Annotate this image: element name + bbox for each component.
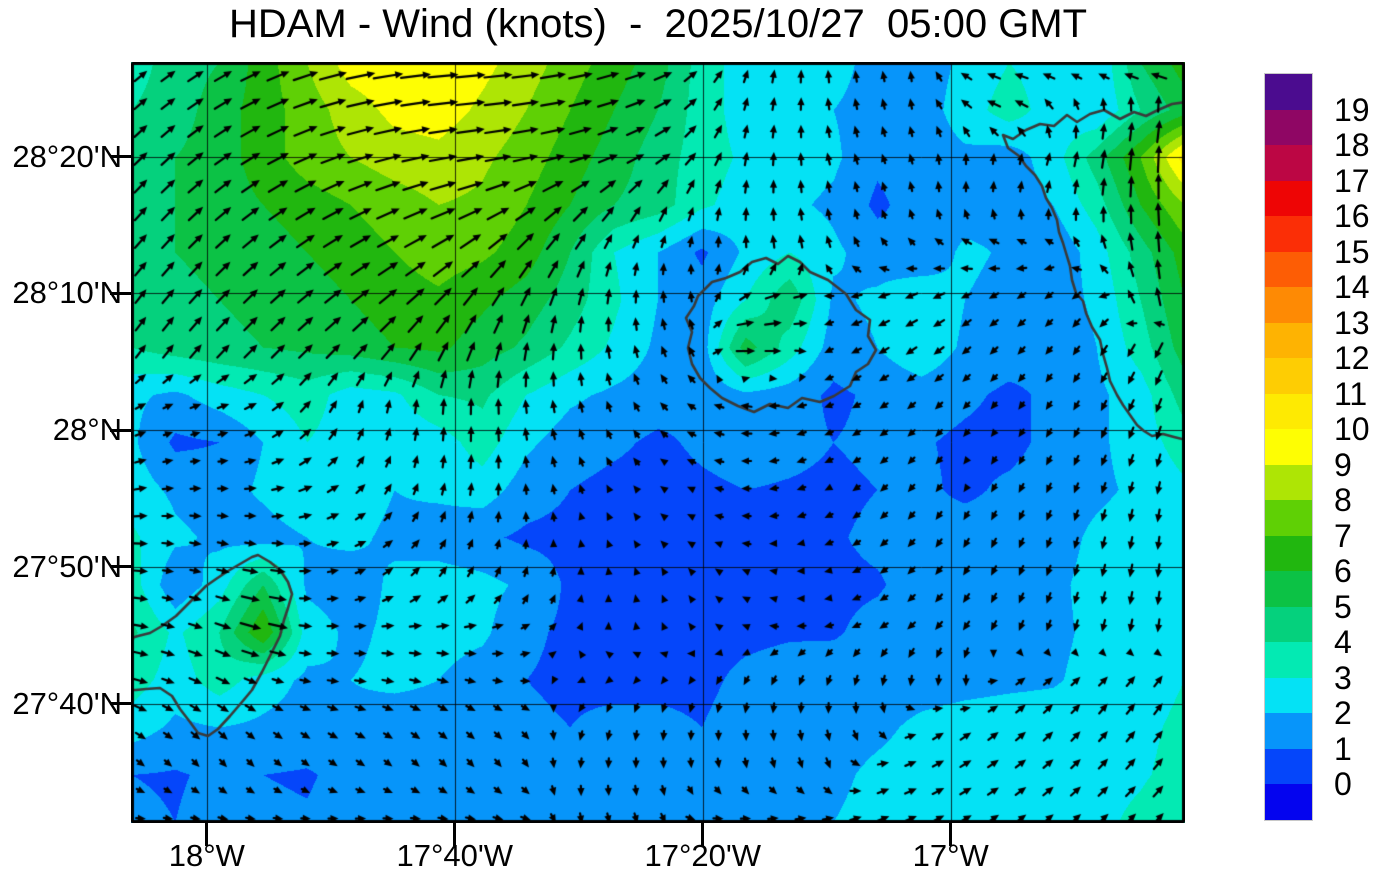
colorbar-segment	[1265, 571, 1312, 607]
chart-title: HDAM - Wind (knots) - 2025/10/27 05:00 G…	[228, 2, 1088, 46]
wind-field-map	[131, 62, 1185, 823]
y-axis-tick	[110, 565, 131, 569]
colorbar-label: 13	[1334, 304, 1370, 341]
y-axis-label: 28°N	[52, 412, 122, 448]
colorbar-label: 14	[1334, 269, 1370, 306]
colorbar-segment	[1265, 500, 1312, 536]
colorbar-segment	[1265, 74, 1312, 110]
colorbar-label: 1	[1334, 730, 1352, 767]
y-axis-tick	[110, 428, 131, 432]
colorbar-label: 15	[1334, 233, 1370, 270]
colorbar-label: 2	[1334, 695, 1352, 732]
colorbar-segment	[1265, 393, 1312, 430]
colorbar-segment	[1265, 784, 1312, 820]
colorbar-segment	[1265, 713, 1312, 749]
colorbar-label: 11	[1334, 375, 1368, 412]
y-axis-tick	[110, 155, 131, 159]
colorbar-segment	[1265, 180, 1312, 217]
colorbar-label: 3	[1334, 659, 1352, 696]
colorbar-segment	[1265, 287, 1312, 323]
colorbar-segment	[1265, 216, 1312, 252]
colorbar-segment	[1265, 606, 1312, 643]
colorbar-label: 5	[1334, 588, 1352, 625]
colorbar-label: 16	[1334, 198, 1370, 235]
colorbar-label: 18	[1334, 127, 1370, 164]
colorbar-segment	[1265, 109, 1312, 146]
colorbar-segment	[1265, 464, 1312, 501]
colorbar-label: 10	[1334, 411, 1370, 448]
colorbar	[1264, 73, 1313, 821]
colorbar-label: 8	[1334, 482, 1352, 519]
y-axis-label: 28°10'N	[12, 275, 122, 311]
colorbar-label: 17	[1334, 162, 1370, 199]
colorbar-label: 4	[1334, 624, 1352, 661]
colorbar-label: 0	[1334, 766, 1352, 803]
colorbar-label: 19	[1334, 91, 1370, 128]
colorbar-segment	[1265, 322, 1312, 359]
colorbar-segment	[1265, 429, 1312, 465]
y-axis-label: 28°20'N	[12, 138, 122, 174]
y-axis-label: 27°40'N	[12, 685, 122, 721]
x-axis-tick	[453, 823, 457, 846]
colorbar-label: 9	[1334, 446, 1352, 483]
colorbar-segment	[1265, 677, 1312, 714]
colorbar-segment	[1265, 251, 1312, 288]
colorbar-segment	[1265, 358, 1312, 394]
x-axis-tick	[949, 823, 953, 846]
colorbar-segment	[1265, 535, 1312, 572]
colorbar-label: 6	[1334, 553, 1352, 590]
y-axis-tick	[110, 291, 131, 295]
y-axis-tick	[110, 702, 131, 706]
colorbar-label: 7	[1334, 517, 1352, 554]
colorbar-segment	[1265, 748, 1312, 785]
colorbar-segment	[1265, 145, 1312, 181]
colorbar-segment	[1265, 642, 1312, 678]
y-axis-label: 27°50'N	[12, 548, 122, 584]
colorbar-label: 12	[1334, 340, 1370, 377]
x-axis-tick	[205, 823, 209, 846]
x-axis-tick	[701, 823, 705, 846]
